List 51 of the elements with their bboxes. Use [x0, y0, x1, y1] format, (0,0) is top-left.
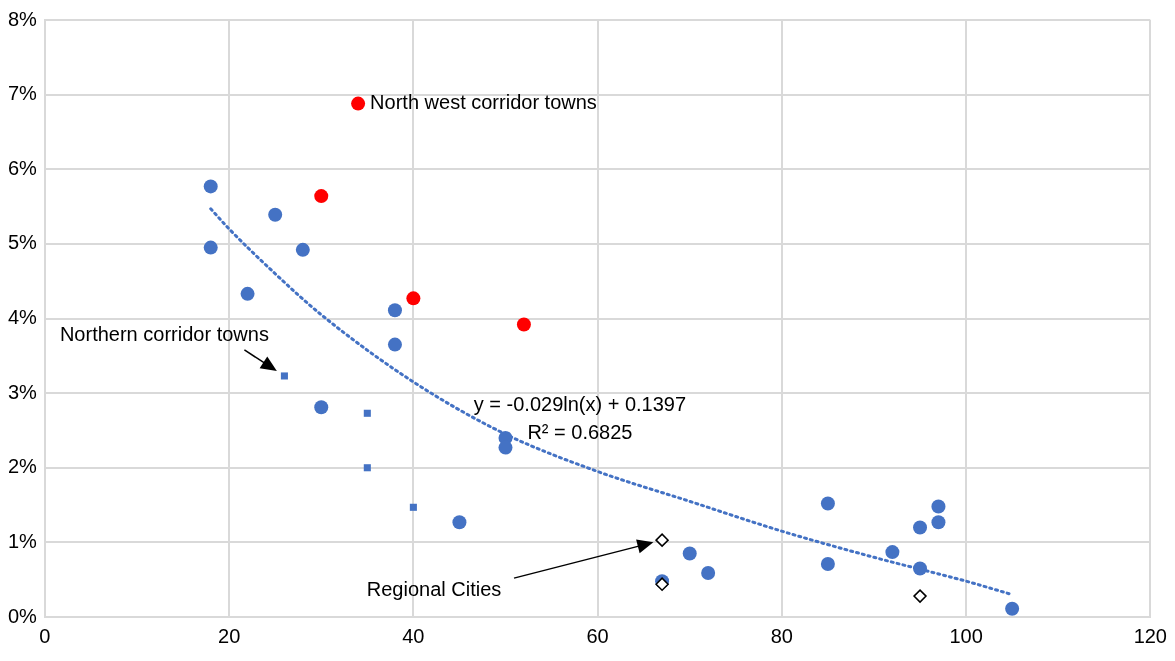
point	[240, 286, 255, 301]
y-tick-label: 0%	[8, 604, 38, 627]
point	[268, 207, 283, 222]
y-tick-label: 6%	[8, 156, 38, 179]
point	[452, 515, 467, 530]
point	[363, 464, 371, 472]
x-tick-label: 100	[949, 624, 983, 647]
x-tick-label: 120	[1133, 624, 1167, 647]
annotation: Regional Cities	[366, 577, 502, 600]
point	[913, 561, 928, 576]
point	[701, 565, 716, 580]
annotation: y = -0.029ln(x) + 0.1397	[473, 392, 687, 415]
point	[295, 242, 310, 257]
y-tick-label: 2%	[8, 455, 38, 478]
point	[280, 372, 288, 380]
y-tick-label: 7%	[8, 82, 38, 105]
point	[931, 515, 946, 530]
y-tick-label: 5%	[8, 231, 38, 254]
y-tick-label: 1%	[8, 529, 38, 552]
point	[913, 520, 928, 535]
point	[820, 557, 835, 572]
point	[913, 589, 927, 603]
point	[409, 503, 417, 511]
point	[406, 291, 421, 306]
point	[931, 499, 946, 514]
annotation: Northern corridor towns	[59, 323, 269, 346]
point	[203, 179, 218, 194]
point	[1005, 601, 1020, 616]
point	[820, 496, 835, 511]
point	[498, 440, 513, 455]
point	[387, 303, 402, 318]
y-tick-label: 4%	[8, 306, 38, 329]
point	[655, 533, 669, 547]
point	[885, 545, 900, 560]
point	[314, 400, 329, 415]
x-tick-label: 40	[402, 624, 425, 647]
point	[203, 240, 218, 255]
point	[387, 337, 402, 352]
point	[516, 317, 531, 332]
point	[351, 96, 366, 111]
point	[314, 189, 329, 204]
x-tick-label: 80	[770, 624, 793, 647]
x-tick-label: 0	[39, 624, 51, 647]
x-tick-label: 20	[218, 624, 241, 647]
point	[363, 409, 371, 417]
x-tick-label: 60	[586, 624, 609, 647]
y-tick-label: 3%	[8, 380, 38, 403]
point	[682, 546, 697, 561]
annotation: North west corridor towns	[370, 91, 597, 114]
annotation: R² = 0.6825	[527, 420, 633, 443]
y-tick-label: 8%	[8, 7, 38, 30]
